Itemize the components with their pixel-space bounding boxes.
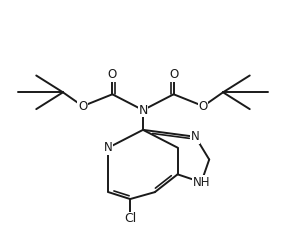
- Text: Cl: Cl: [124, 212, 136, 225]
- Text: N: N: [104, 141, 113, 154]
- Text: N: N: [191, 130, 200, 143]
- Text: O: O: [78, 100, 87, 113]
- Text: O: O: [169, 68, 178, 81]
- Text: O: O: [108, 68, 117, 81]
- Text: N: N: [138, 104, 148, 117]
- Text: NH: NH: [193, 176, 210, 189]
- Text: O: O: [199, 100, 208, 113]
